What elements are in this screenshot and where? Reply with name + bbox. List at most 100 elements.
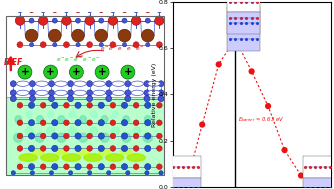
Circle shape	[110, 120, 116, 125]
FancyBboxPatch shape	[227, 0, 260, 12]
Circle shape	[99, 9, 104, 13]
Circle shape	[110, 164, 116, 170]
FancyBboxPatch shape	[6, 97, 164, 175]
Text: +: +	[124, 67, 132, 77]
Circle shape	[62, 16, 71, 25]
Circle shape	[48, 29, 61, 42]
Circle shape	[30, 171, 34, 175]
Circle shape	[141, 29, 154, 42]
Circle shape	[17, 164, 23, 170]
Circle shape	[63, 102, 69, 108]
Ellipse shape	[36, 81, 48, 86]
Circle shape	[29, 90, 35, 96]
Circle shape	[121, 133, 128, 139]
Point	[315, 186, 320, 189]
Circle shape	[145, 163, 151, 170]
Circle shape	[157, 164, 162, 170]
Circle shape	[118, 29, 131, 42]
Circle shape	[110, 133, 116, 139]
Circle shape	[48, 96, 54, 102]
Text: e$^-$e$^-$e$^-$e$^-$e$^-$: e$^-$e$^-$e$^-$e$^-$e$^-$	[100, 45, 145, 53]
Circle shape	[17, 42, 23, 48]
Circle shape	[145, 102, 151, 108]
Ellipse shape	[106, 154, 124, 161]
Circle shape	[48, 90, 54, 96]
Circle shape	[132, 16, 141, 25]
Circle shape	[40, 164, 46, 170]
Ellipse shape	[131, 90, 144, 95]
Circle shape	[125, 81, 131, 87]
Ellipse shape	[68, 127, 76, 135]
Circle shape	[29, 96, 35, 102]
Ellipse shape	[123, 116, 130, 123]
Ellipse shape	[144, 116, 151, 123]
Point	[183, 186, 188, 189]
Circle shape	[121, 145, 128, 152]
Circle shape	[18, 65, 32, 79]
Ellipse shape	[25, 127, 33, 135]
Circle shape	[121, 102, 128, 108]
Circle shape	[125, 96, 131, 102]
Circle shape	[157, 133, 162, 139]
Circle shape	[17, 146, 23, 151]
Circle shape	[121, 65, 135, 79]
Text: e$^-$e$^-$e$^-$e$^-$e$^-$: e$^-$e$^-$e$^-$e$^-$e$^-$	[56, 57, 102, 64]
Ellipse shape	[143, 133, 152, 142]
Circle shape	[145, 145, 151, 152]
Circle shape	[146, 9, 150, 13]
Circle shape	[10, 96, 16, 102]
Ellipse shape	[74, 90, 86, 95]
Circle shape	[145, 133, 151, 139]
Circle shape	[63, 146, 69, 151]
Y-axis label: Relative energy (eV): Relative energy (eV)	[152, 62, 157, 127]
Circle shape	[98, 102, 105, 108]
FancyBboxPatch shape	[303, 178, 332, 189]
Circle shape	[67, 90, 73, 96]
Circle shape	[28, 163, 35, 170]
Ellipse shape	[120, 149, 132, 155]
Point	[282, 149, 287, 152]
Circle shape	[17, 133, 23, 139]
Circle shape	[75, 102, 81, 108]
Circle shape	[125, 90, 131, 96]
Circle shape	[145, 120, 151, 126]
Ellipse shape	[62, 154, 80, 161]
Circle shape	[63, 133, 69, 139]
Circle shape	[98, 133, 105, 139]
Circle shape	[40, 146, 46, 151]
Circle shape	[87, 90, 93, 96]
Circle shape	[133, 120, 139, 125]
Circle shape	[75, 18, 80, 23]
Circle shape	[29, 43, 34, 47]
Circle shape	[87, 146, 93, 151]
Circle shape	[28, 133, 35, 139]
Point	[266, 105, 271, 108]
Ellipse shape	[36, 90, 48, 95]
Circle shape	[11, 171, 15, 175]
Ellipse shape	[58, 116, 65, 123]
Circle shape	[87, 42, 93, 48]
Circle shape	[28, 120, 35, 126]
Ellipse shape	[93, 90, 106, 95]
Circle shape	[144, 90, 150, 96]
Circle shape	[75, 133, 81, 139]
Text: +: +	[21, 67, 29, 77]
Ellipse shape	[74, 81, 86, 86]
Circle shape	[15, 16, 25, 25]
Circle shape	[98, 120, 105, 126]
Circle shape	[87, 120, 93, 125]
Ellipse shape	[47, 127, 54, 135]
Circle shape	[75, 145, 81, 152]
Text: +: +	[72, 67, 81, 77]
Ellipse shape	[78, 133, 88, 142]
Circle shape	[75, 120, 81, 126]
Point	[249, 70, 254, 73]
Circle shape	[110, 146, 116, 151]
Circle shape	[133, 133, 139, 139]
Circle shape	[145, 171, 149, 175]
Ellipse shape	[93, 81, 106, 86]
Ellipse shape	[127, 154, 145, 161]
Circle shape	[18, 9, 22, 13]
Circle shape	[29, 81, 35, 87]
Ellipse shape	[90, 127, 98, 135]
